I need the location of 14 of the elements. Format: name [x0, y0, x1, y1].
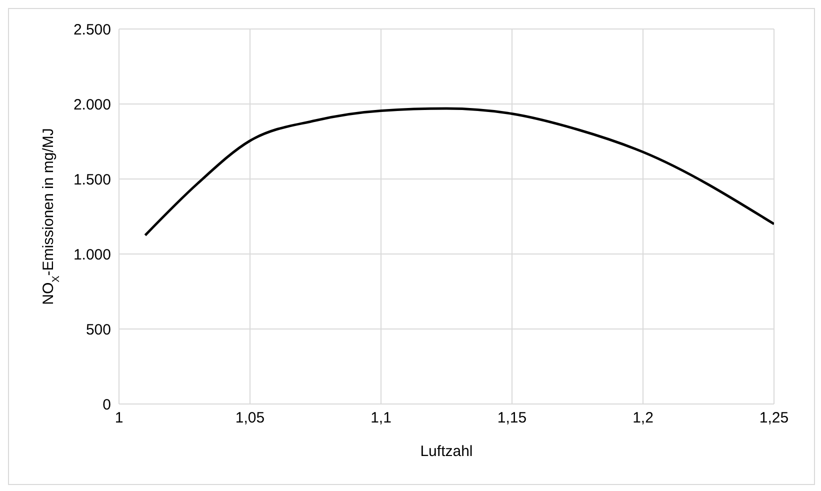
y-tick-label: 0: [102, 396, 111, 414]
x-axis-title: Luftzahl: [420, 443, 473, 460]
x-tick-label: 1,25: [759, 410, 789, 427]
line-series: [144, 107, 774, 236]
y-tick-label: 500: [86, 321, 111, 338]
x-tick-label: 1: [114, 410, 124, 427]
x-tick-label: 1,2: [632, 410, 654, 427]
y-tick-label: 1.000: [73, 246, 111, 264]
y-tick-label: 1.500: [73, 171, 111, 188]
x-tick-label: 1,15: [497, 410, 527, 427]
y-tick-label: 2.000: [73, 96, 111, 114]
y-tick-label: 2.500: [73, 21, 111, 38]
x-tick-label: 1,05: [235, 410, 265, 427]
x-tick-label: 1,1: [370, 410, 392, 427]
